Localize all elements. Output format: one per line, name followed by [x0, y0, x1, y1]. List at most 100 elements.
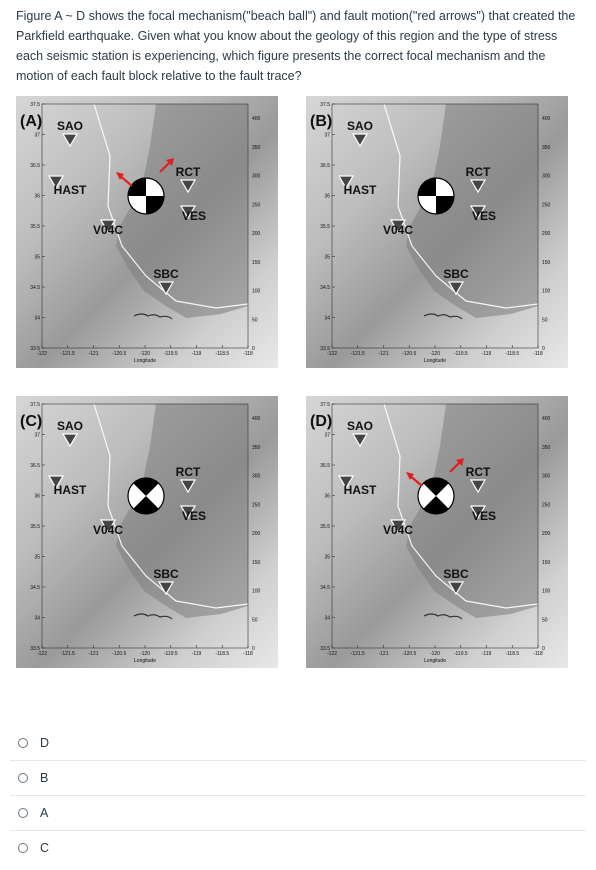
color-scale-label: 200 [252, 231, 261, 237]
islands-outline [423, 313, 463, 320]
choice-1[interactable]: D [10, 726, 586, 761]
station-triangle-icon [61, 133, 79, 148]
choice-2[interactable]: B [10, 761, 586, 796]
color-scale-label: 150 [252, 560, 261, 566]
choice-label: D [40, 736, 50, 750]
color-scale-label: 400 [252, 116, 261, 122]
radio-button-icon[interactable] [18, 773, 28, 783]
station-label-sao: SAO [347, 419, 373, 433]
station-triangle-icon [157, 281, 175, 296]
station-triangle-icon [61, 433, 79, 448]
y-tick-label: 36.5 [30, 163, 40, 169]
x-tick-label: -119.5 [454, 351, 468, 357]
y-tick-label: 37.5 [320, 102, 330, 108]
y-tick-label: 34 [34, 616, 40, 622]
x-tick-label: -118 [533, 351, 543, 357]
x-tick-label: -119.5 [164, 351, 178, 357]
map-svg: 37.5 37 36.5 36 35.5 35 34.5 34 33.5-122 -121.5 -1… [20, 102, 261, 364]
x-tick-label: -121 [378, 651, 388, 657]
y-tick-label: 34.5 [30, 285, 40, 291]
color-scale-label: 200 [542, 231, 551, 237]
station-triangle-icon [351, 133, 369, 148]
map-panel-d: 37.5 37 36.5 36 35.5 35 34.5 34 33.5 -122 -121.5 -1… [306, 396, 568, 668]
x-tick-label: -122 [327, 651, 337, 657]
station-triangle-icon [337, 175, 355, 190]
x-tick-label: -120 [430, 651, 440, 657]
station-triangle-icon [469, 505, 487, 520]
beachball-quadrant [423, 496, 449, 514]
station-label-sbc: SBC [443, 567, 469, 581]
x-tick-label: -119 [482, 351, 492, 357]
station-triangle-icon [179, 179, 197, 194]
radio-button-icon[interactable] [18, 843, 28, 853]
beachball-quadrant [133, 496, 159, 514]
radio-button-icon[interactable] [18, 808, 28, 818]
color-scale-label: 250 [542, 202, 551, 208]
station-triangle-icon [389, 519, 407, 534]
x-axis-label: Longitude [424, 358, 446, 364]
arrowhead-icon [456, 458, 464, 466]
station-triangle-icon [99, 219, 117, 234]
color-scale-label: 200 [542, 531, 551, 537]
choice-4[interactable]: C [10, 831, 586, 865]
y-tick-label: 36 [34, 194, 40, 200]
x-tick-label: -121.5 [61, 651, 75, 657]
x-tick-label: -121 [88, 651, 98, 657]
panel-label: (D) [310, 413, 332, 430]
x-tick-label: -120 [430, 351, 440, 357]
color-scale-label: 350 [542, 445, 551, 451]
beachball-quadrant [146, 196, 164, 214]
islands-outline [423, 613, 463, 620]
station-label-sao: SAO [57, 419, 83, 433]
x-tick-label: -118 [243, 651, 253, 657]
focal-mechanism-beachball-icon [417, 477, 455, 515]
color-scale-label: 350 [252, 145, 261, 151]
y-tick-label: 34 [324, 616, 330, 622]
x-tick-label: -121.5 [351, 351, 365, 357]
islands-outline [133, 613, 173, 620]
station-triangle-icon [47, 175, 65, 190]
x-tick-label: -118 [533, 651, 543, 657]
color-scale-label: 100 [542, 289, 551, 295]
y-tick-label: 36.5 [320, 463, 330, 469]
station-label-sbc: SBC [153, 567, 179, 581]
figure-grid: 37.5 37 36.5 36 35.5 35 34.5 34 33.5 -122 -121.5 -1… [16, 96, 582, 716]
radio-button-icon[interactable] [18, 738, 28, 748]
station-triangle-icon [447, 581, 465, 596]
y-tick-label: 37 [324, 133, 330, 139]
x-tick-label: -121.5 [351, 651, 365, 657]
x-tick-label: -122 [37, 651, 47, 657]
y-tick-label: 33.5 [320, 646, 330, 652]
y-tick-label: 37 [34, 433, 40, 439]
x-tick-label: -119 [192, 351, 202, 357]
y-tick-label: 36.5 [320, 163, 330, 169]
x-tick-label: -121.5 [61, 351, 75, 357]
color-scale-label: 0 [252, 646, 255, 652]
beachball-quadrant [423, 478, 449, 496]
station-label-ves: VES [472, 209, 496, 223]
station-label-hast: HAST [344, 483, 377, 497]
color-scale-label: 300 [252, 474, 261, 480]
beachball-quadrant [418, 178, 436, 196]
choice-label: A [40, 806, 49, 820]
station-label-sbc: SBC [443, 267, 469, 281]
station-label-v04c: V04C [383, 223, 413, 237]
station-triangle-icon [179, 479, 197, 494]
station-triangle-icon [157, 581, 175, 596]
station-label-rct: RCT [176, 465, 201, 479]
choice-3[interactable]: A [10, 796, 586, 831]
y-tick-label: 36 [324, 194, 330, 200]
y-tick-label: 33.5 [30, 646, 40, 652]
station-triangle-icon [469, 179, 487, 194]
choice-label: C [40, 841, 50, 855]
color-scale-label: 50 [542, 317, 548, 323]
y-tick-label: 34 [324, 316, 330, 322]
color-scale-label: 50 [542, 617, 548, 623]
station-triangle-icon [469, 205, 487, 220]
terrain-shading [116, 104, 248, 318]
color-scale-label: 400 [542, 416, 551, 422]
color-scale-label: 300 [542, 174, 551, 180]
y-tick-label: 36.5 [30, 463, 40, 469]
station-label-hast: HAST [344, 183, 377, 197]
y-tick-label: 34.5 [320, 285, 330, 291]
